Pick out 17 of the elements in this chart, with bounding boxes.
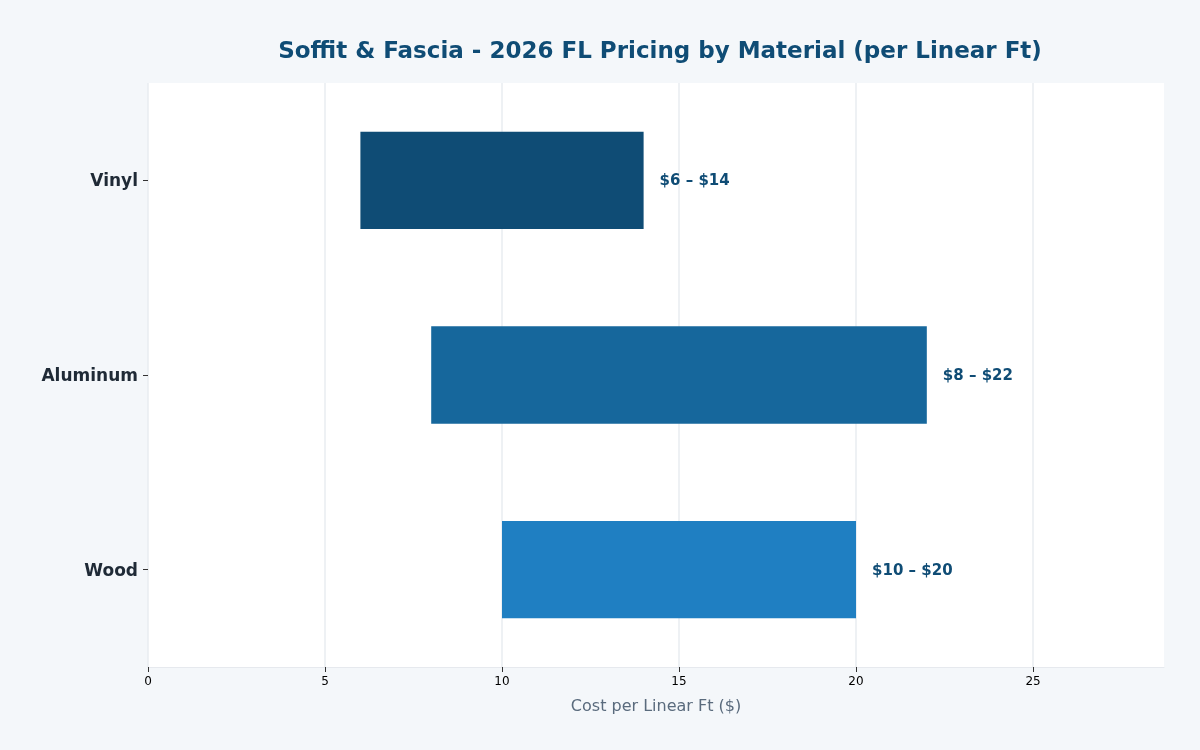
annotation: $6 – $14	[659, 171, 730, 190]
chart-title: Soffit & Fascia - 2026 FL Pricing by Material (per Linear Ft)	[278, 36, 1042, 63]
y-tick-label: Wood	[84, 559, 138, 580]
annotation: $8 – $22	[942, 366, 1013, 384]
bar	[431, 326, 927, 424]
y-tick-label: Vinyl	[90, 170, 138, 191]
x-tick-label: 0	[144, 674, 152, 688]
x-tick-label: 25	[1025, 674, 1041, 688]
bar	[360, 131, 644, 229]
x-tick-label: 10	[494, 674, 510, 688]
y-tick-label: Aluminum	[41, 365, 138, 385]
x-axis-title: Cost per Linear Ft ($)	[570, 695, 742, 715]
annotation: $10 – $20	[872, 560, 953, 579]
bar	[502, 521, 857, 619]
x-tick-label: 15	[671, 674, 687, 688]
x-tick-label: 5	[321, 674, 329, 688]
x-tick-label: 20	[848, 674, 864, 688]
